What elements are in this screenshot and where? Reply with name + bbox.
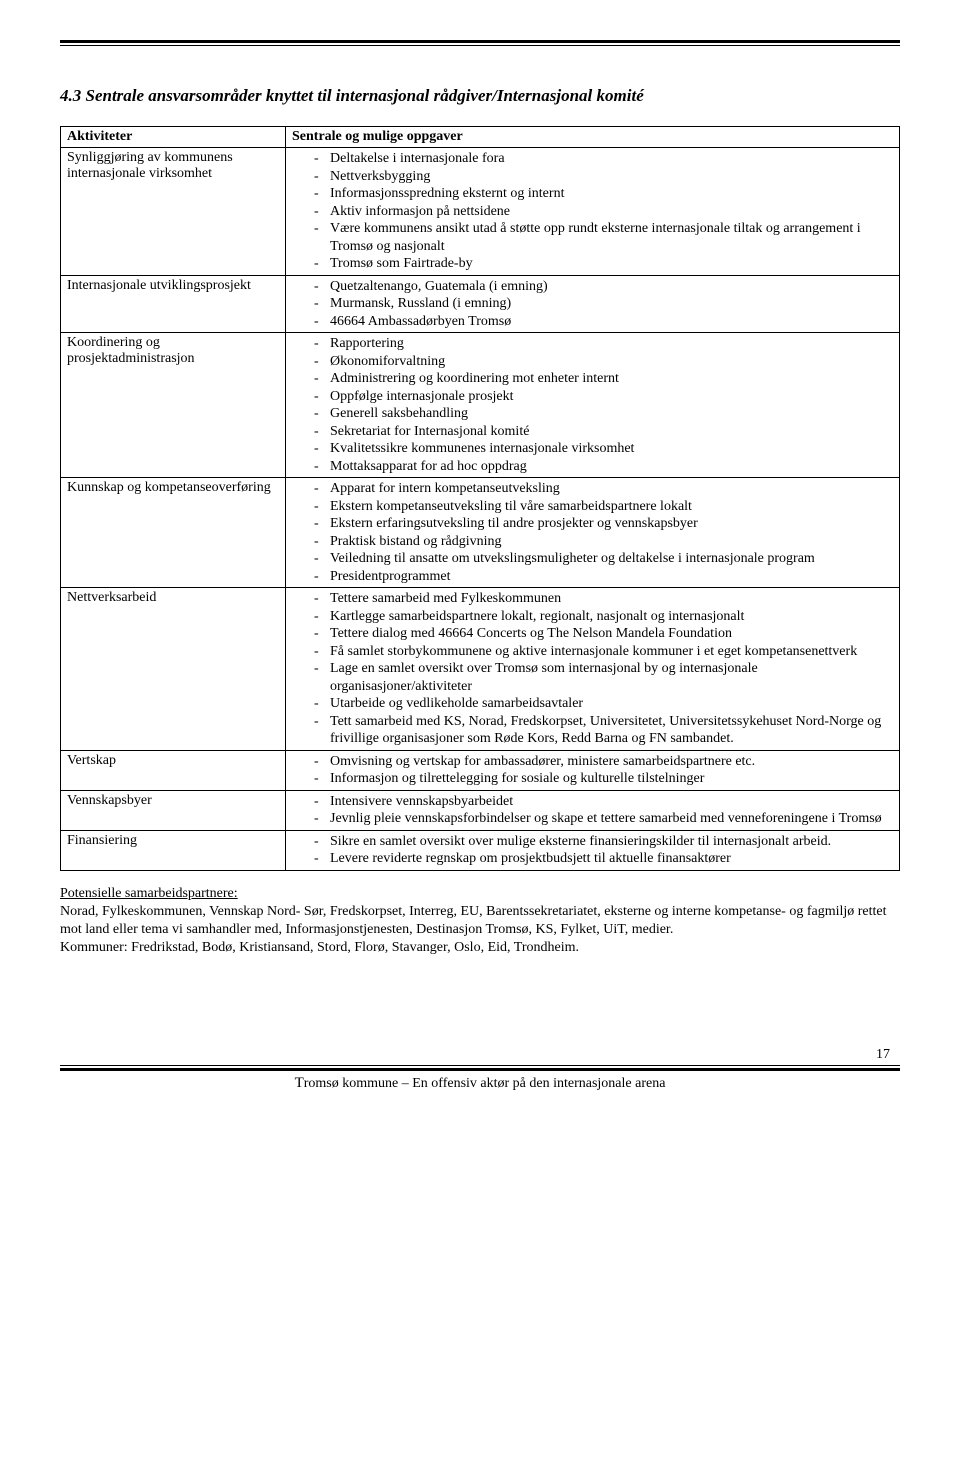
partners-block: Potensielle samarbeidspartnere: Norad, F… [60,885,900,958]
list-item: Sikre en samlet oversikt over mulige eks… [292,833,893,851]
table-row: Synliggjøring av kommunens internasjonal… [61,148,900,276]
tasks-list: Sikre en samlet oversikt over mulige eks… [292,833,893,868]
list-item: Levere reviderte regnskap om prosjektbud… [292,850,893,868]
table-row: Koordinering og prosjektadministrasjonRa… [61,333,900,478]
section-title: 4.3 Sentrale ansvarsområder knyttet til … [60,86,900,106]
tasks-cell: Quetzaltenango, Guatemala (i emning)Murm… [286,275,900,333]
list-item: Praktisk bistand og rådgivning [292,533,893,551]
tasks-list: Quetzaltenango, Guatemala (i emning)Murm… [292,278,893,331]
list-item: Informasjonsspredning eksternt og intern… [292,185,893,203]
table-row: Vertskap Omvisning og vertskap for ambass… [61,750,900,790]
table-header-right: Sentrale og mulige oppgaver [286,127,900,148]
tasks-list: Deltakelse i internasjonale foraNettverk… [292,150,893,273]
list-item: Tromsø som Fairtrade-by [292,255,893,273]
tasks-list: RapporteringØkonomiforvaltningAdministre… [292,335,893,475]
footer-text: Tromsø kommune – En offensiv aktør på de… [60,1075,900,1092]
tasks-cell: RapporteringØkonomiforvaltningAdministre… [286,333,900,478]
list-item: Være kommunens ansikt utad å støtte opp … [292,220,893,255]
list-item: Generell saksbehandling [292,405,893,423]
list-item: Utarbeide og vedlikeholde samarbeidsavta… [292,695,893,713]
list-item: Administrering og koordinering mot enhet… [292,370,893,388]
list-item: Oppfølge internasjonale prosjekt [292,388,893,406]
tasks-cell: Sikre en samlet oversikt over mulige eks… [286,830,900,870]
bottom-rule [60,1065,900,1071]
activity-cell: Synliggjøring av kommunens internasjonal… [61,148,286,276]
tasks-cell: Apparat for intern kompetanseutvekslingE… [286,478,900,588]
table-row: Kunnskap og kompetanseoverføringApparat … [61,478,900,588]
list-item: Deltakelse i internasjonale fora [292,150,893,168]
activity-cell: Koordinering og prosjektadministrasjon [61,333,286,478]
activities-table: Aktiviteter Sentrale og mulige oppgaver … [60,126,900,871]
tasks-list: Apparat for intern kompetanseutvekslingE… [292,480,893,585]
list-item: Kvalitetssikre kommunenes internasjonale… [292,440,893,458]
footer-text-prefix: T [295,1075,304,1091]
list-item: Informasjon og tilrettelegging for sosia… [292,770,893,788]
tasks-cell: Deltakelse i internasjonale foraNettverk… [286,148,900,276]
activity-cell: Finansiering [61,830,286,870]
list-item: Quetzaltenango, Guatemala (i emning) [292,278,893,296]
list-item: Økonomiforvaltning [292,353,893,371]
activity-cell: Nettverksarbeid [61,588,286,751]
partners-body-2: Kommuner: Fredrikstad, Bodø, Kristiansan… [60,940,579,955]
tasks-cell: Intensivere vennskapsbyarbeidetJevnlig p… [286,790,900,830]
list-item: Kartlegge samarbeidspartnere lokalt, reg… [292,608,893,626]
tasks-cell: Tettere samarbeid med FylkeskommunenKart… [286,588,900,751]
list-item: Presidentprogrammet [292,568,893,586]
footer-text-rest: romsø kommune – En offensiv aktør på den… [304,1076,666,1091]
tasks-list: Omvisning og vertskap for ambassadører, … [292,753,893,788]
list-item: Veiledning til ansatte om utvekslingsmul… [292,550,893,568]
partners-heading: Potensielle samarbeidspartnere: [60,886,238,901]
list-item: Nettverksbygging [292,168,893,186]
list-item: Mottaksapparat for ad hoc oppdrag [292,458,893,476]
list-item: Omvisning og vertskap for ambassadører, … [292,753,893,771]
list-item: Lage en samlet oversikt over Tromsø som … [292,660,893,695]
list-item: Sekretariat for Internasjonal komité [292,423,893,441]
list-item: Ekstern kompetanseutveksling til våre sa… [292,498,893,516]
activity-cell: Internasjonale utviklingsprosjekt [61,275,286,333]
table-row: VennskapsbyerIntensivere vennskapsbyarbe… [61,790,900,830]
list-item: Jevnlig pleie vennskapsforbindelser og s… [292,810,893,828]
tasks-cell: Omvisning og vertskap for ambassadører, … [286,750,900,790]
table-row: Finansiering Sikre en samlet oversikt ove… [61,830,900,870]
tasks-list: Intensivere vennskapsbyarbeidetJevnlig p… [292,793,893,828]
activity-cell: Vertskap [61,750,286,790]
list-item: Få samlet storbykommunene og aktive inte… [292,643,893,661]
list-item: Tettere dialog med 46664 Concerts og The… [292,625,893,643]
footer: 17 Tromsø kommune – En offensiv aktør på… [60,1047,900,1092]
page-number: 17 [60,1047,900,1063]
list-item: Aktiv informasjon på nettsidene [292,203,893,221]
table-row: Internasjonale utviklingsprosjektQuetzal… [61,275,900,333]
table-header-left: Aktiviteter [61,127,286,148]
list-item: Apparat for intern kompetanseutveksling [292,480,893,498]
list-item: Tettere samarbeid med Fylkeskommunen [292,590,893,608]
list-item: Ekstern erfaringsutveksling til andre pr… [292,515,893,533]
table-row: NettverksarbeidTettere samarbeid med Fyl… [61,588,900,751]
activity-cell: Vennskapsbyer [61,790,286,830]
list-item: Tett samarbeid med KS, Norad, Fredskorps… [292,713,893,748]
list-item: Rapportering [292,335,893,353]
top-rule [60,40,900,46]
partners-body-1: Norad, Fylkeskommunen, Vennskap Nord- Sø… [60,904,887,937]
activity-cell: Kunnskap og kompetanseoverføring [61,478,286,588]
list-item: 46664 Ambassadørbyen Tromsø [292,313,893,331]
list-item: Intensivere vennskapsbyarbeidet [292,793,893,811]
list-item: Murmansk, Russland (i emning) [292,295,893,313]
tasks-list: Tettere samarbeid med FylkeskommunenKart… [292,590,893,748]
